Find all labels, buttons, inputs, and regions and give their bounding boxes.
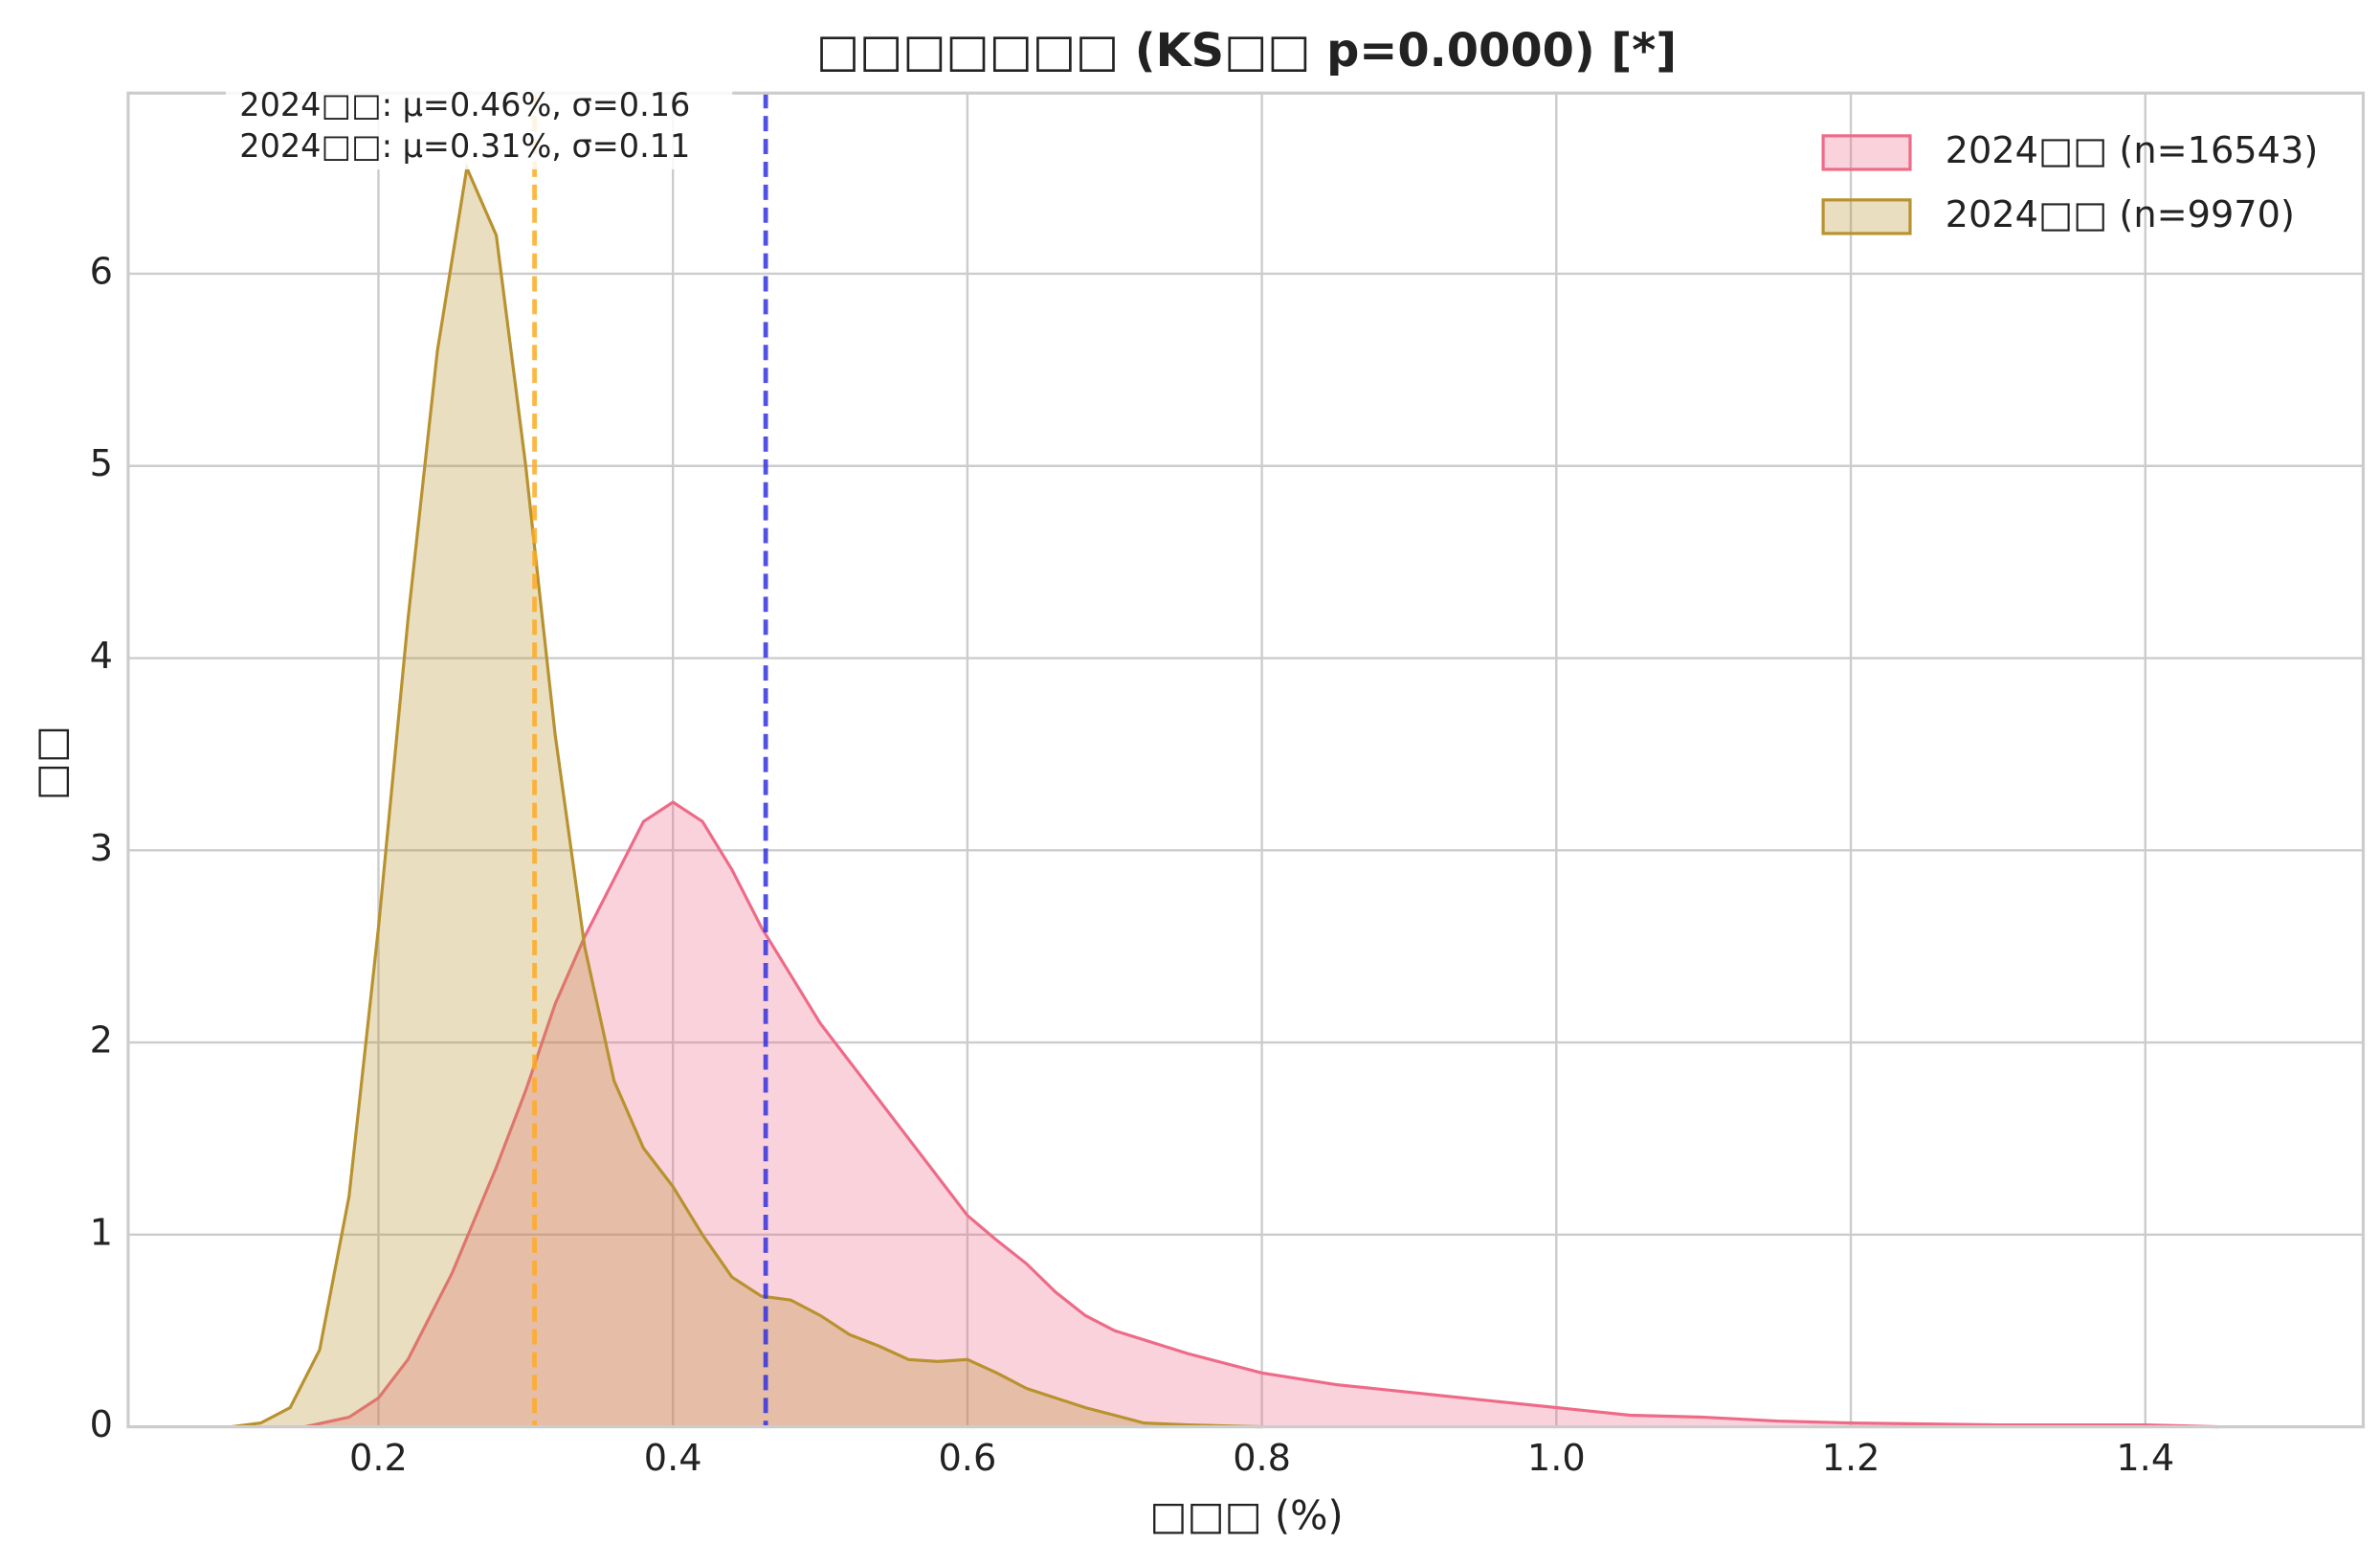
annotation: 2024□□: μ=0.46%, σ=0.16 xyxy=(239,86,690,123)
y-tick-label: 5 xyxy=(90,442,113,485)
density-line xyxy=(231,162,1262,1429)
y-tick-label: 3 xyxy=(90,827,113,870)
y-tick-label: 6 xyxy=(90,250,113,293)
x-tick-label: 0.8 xyxy=(1233,1437,1291,1480)
legend-label: 2024□□ (n=16543) xyxy=(1946,129,2319,172)
y-tick-label: 4 xyxy=(90,635,113,678)
legend-swatch xyxy=(1821,198,1912,235)
legend-swatch xyxy=(1821,134,1912,171)
x-tick-label: 0.6 xyxy=(938,1437,996,1480)
annotation-box xyxy=(225,83,733,169)
x-tick-label: 1.4 xyxy=(2116,1437,2174,1480)
x-tick-label: 0.2 xyxy=(349,1437,408,1480)
plot-frame xyxy=(126,91,2366,1429)
density-line xyxy=(304,800,2219,1429)
chart-title: □□□□□□□ (KS□□ p=0.0000) [*] xyxy=(816,25,1677,78)
y-axis-label: □□ xyxy=(28,726,74,800)
legend-label: 2024□□ (n=9970) xyxy=(1946,193,2295,236)
density-area xyxy=(231,168,1262,1427)
y-tick-label: 2 xyxy=(90,1019,113,1063)
x-tick-label: 1.2 xyxy=(1822,1437,1880,1480)
annotation: 2024□□: μ=0.31%, σ=0.11 xyxy=(239,127,690,165)
x-axis-label: □□□ (%) xyxy=(1149,1492,1343,1538)
y-tick-label: 0 xyxy=(90,1403,113,1446)
x-tick-label: 1.0 xyxy=(1527,1437,1586,1480)
x-tick-label: 0.4 xyxy=(644,1437,702,1480)
y-tick-label: 1 xyxy=(90,1211,113,1254)
density-area xyxy=(304,802,2219,1427)
